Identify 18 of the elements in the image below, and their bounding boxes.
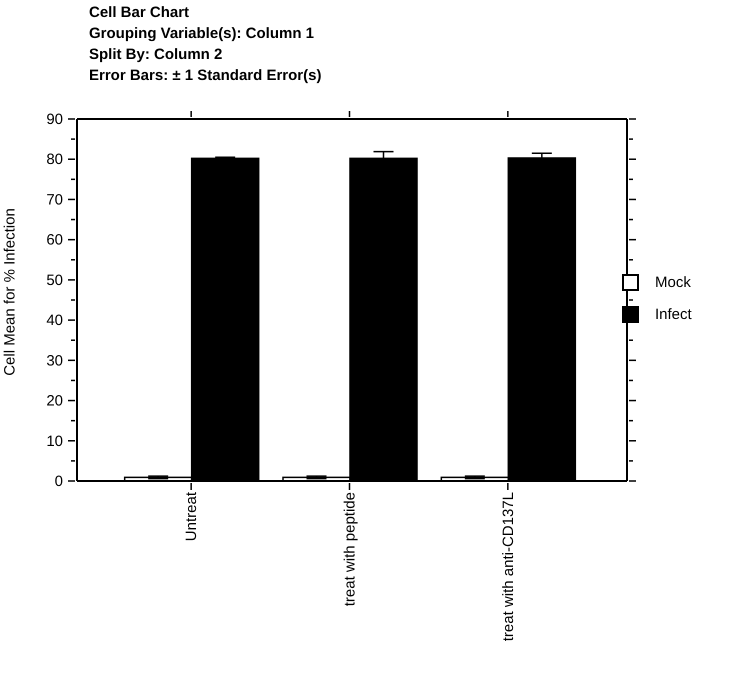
x-tick-label: treat with anti-CD137L: [500, 492, 517, 642]
y-tick-label: 60: [46, 232, 63, 249]
y-tick-label: 70: [46, 191, 63, 208]
legend-label: Infect: [655, 306, 692, 322]
chart-title: Cell Bar Chart: [89, 3, 190, 23]
y-tick-label: 30: [46, 352, 63, 370]
y-tick-label: 10: [46, 432, 63, 450]
y-tick-label: 0: [54, 473, 63, 490]
y-tick-label: 40: [46, 312, 63, 330]
legend-label: Mock: [655, 274, 691, 290]
y-tick-label: 20: [46, 392, 63, 410]
y-axis-title: Cell Mean for % Infection: [2, 208, 18, 376]
chart-subtitle: Grouping Variable(s): Column 1 Split By: Column 2 Error Bars: ± 1 Standard Error(s): [89, 24, 322, 86]
y-tick-label: 90: [46, 111, 63, 128]
y-tick-label: 80: [46, 151, 63, 168]
x-tick-label: treat with peptide: [342, 492, 358, 606]
x-tick-label: Untreat: [183, 491, 200, 542]
y-tick-label: 50: [46, 272, 63, 289]
